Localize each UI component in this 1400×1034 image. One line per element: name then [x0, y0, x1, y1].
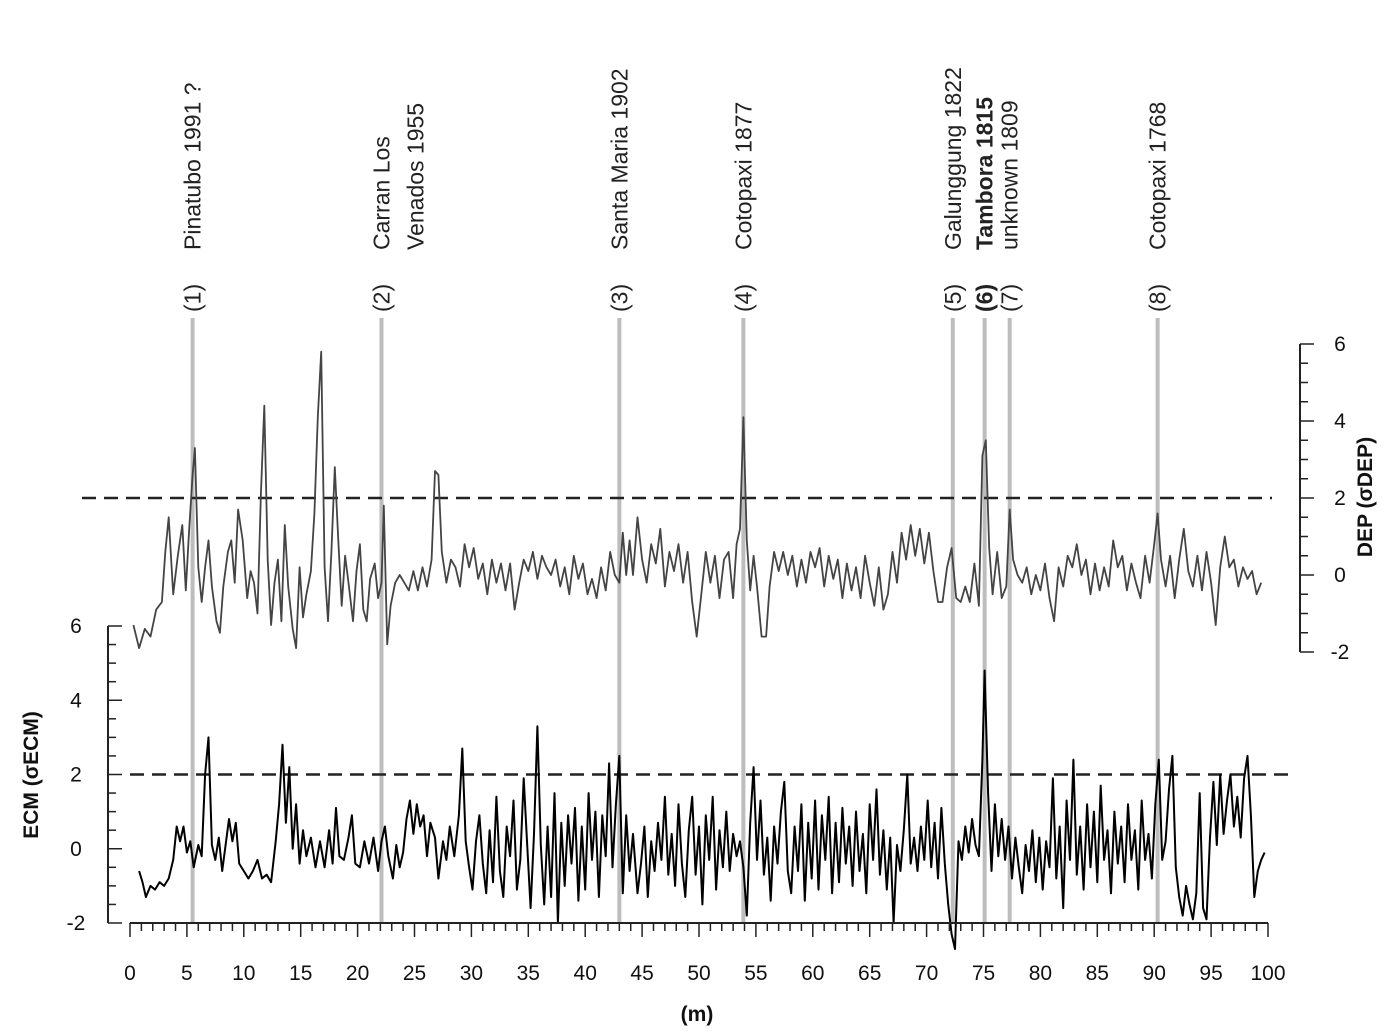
x-tick-label: 100 — [1250, 962, 1285, 985]
dep-tick-label: -2 — [1331, 641, 1350, 664]
event-number-6: (6) — [972, 284, 998, 312]
event-number-5: (5) — [940, 284, 966, 312]
ecm-tick-label: 6 — [70, 615, 82, 638]
x-axis-title: (m) — [681, 1003, 714, 1026]
x-tick-label: 25 — [403, 962, 426, 985]
x-tick-label: 35 — [517, 962, 540, 985]
x-tick-label: 80 — [1029, 962, 1052, 985]
x-tick-label: 55 — [744, 962, 767, 985]
dep-tick-label: 0 — [1334, 564, 1346, 587]
event-number-1: (1) — [180, 284, 206, 312]
x-tick-label: 90 — [1143, 962, 1166, 985]
ecm-axis: -2 0 2 4 6 — [67, 615, 122, 935]
ecm-tick-label: 2 — [70, 764, 82, 787]
x-tick-label: 15 — [289, 962, 312, 985]
event-labels: (1) Pinatubo 1991 ? (2) Carran Los Venados 1… — [180, 67, 1171, 312]
event-label-2-line2: Venados 1955 — [402, 103, 428, 250]
x-tick-label: 45 — [630, 962, 653, 985]
x-tick-label: 5 — [181, 962, 193, 985]
event-label-3: Santa Maria 1902 — [606, 68, 632, 250]
ecm-tick-label: -2 — [67, 912, 86, 935]
dep-axis-title: DEP (σDEP) — [1354, 437, 1377, 557]
series-group — [132, 350, 1266, 950]
x-tick-label: 60 — [801, 962, 824, 985]
event-label-4: Cotopaxi 1877 — [730, 102, 756, 250]
event-label-1: Pinatubo 1991 ? — [180, 82, 206, 250]
x-axis: 0 5 10 15 20 25 30 35 40 45 50 55 60 65 70 75 80 85 90 95 10… — [124, 922, 1286, 985]
ecm-axis-title: ECM (σECM) — [20, 711, 43, 839]
event-label-2: Carran Los — [368, 136, 394, 250]
event-label-5: Galunggung 1822 — [940, 67, 966, 250]
event-label-7: unknown 1809 — [997, 100, 1023, 250]
dep-tick-label: 4 — [1334, 410, 1346, 433]
x-tick-label: 0 — [124, 962, 136, 985]
x-tick-label: 95 — [1199, 962, 1222, 985]
event-label-6: Tambora 1815 — [972, 97, 998, 250]
event-number-8: (8) — [1145, 284, 1171, 312]
event-number-7: (7) — [997, 284, 1023, 312]
x-tick-label: 30 — [460, 962, 483, 985]
x-tick-label: 40 — [574, 962, 597, 985]
ecm-series-line — [138, 669, 1266, 950]
dep-tick-label: 6 — [1334, 333, 1346, 356]
ecm-tick-label: 4 — [70, 689, 82, 712]
threshold-lines — [82, 496, 1290, 776]
event-number-2: (2) — [368, 284, 394, 312]
x-tick-label: 85 — [1086, 962, 1109, 985]
event-label-8: Cotopaxi 1768 — [1145, 102, 1171, 250]
dep-axis: -2 0 2 4 6 — [1299, 333, 1350, 664]
x-tick-label: 70 — [915, 962, 938, 985]
ecm-tick-label: 0 — [70, 838, 82, 861]
x-tick-label: 65 — [858, 962, 881, 985]
x-tick-label: 75 — [972, 962, 995, 985]
event-number-3: (3) — [606, 284, 632, 312]
x-tick-label: 50 — [687, 962, 710, 985]
x-tick-label: 10 — [232, 962, 255, 985]
dep-series-line — [132, 350, 1263, 649]
event-number-4: (4) — [730, 284, 756, 312]
dep-tick-label: 2 — [1334, 487, 1346, 510]
x-tick-label: 20 — [346, 962, 369, 985]
